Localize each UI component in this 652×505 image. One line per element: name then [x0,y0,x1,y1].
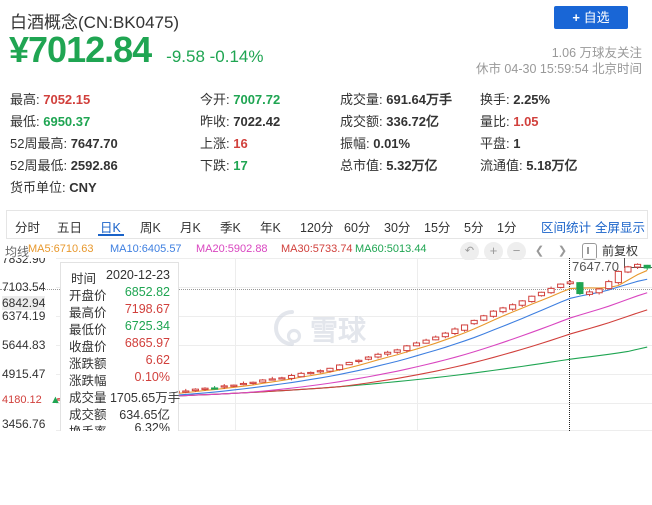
svg-text:雪球: 雪球 [310,315,367,346]
